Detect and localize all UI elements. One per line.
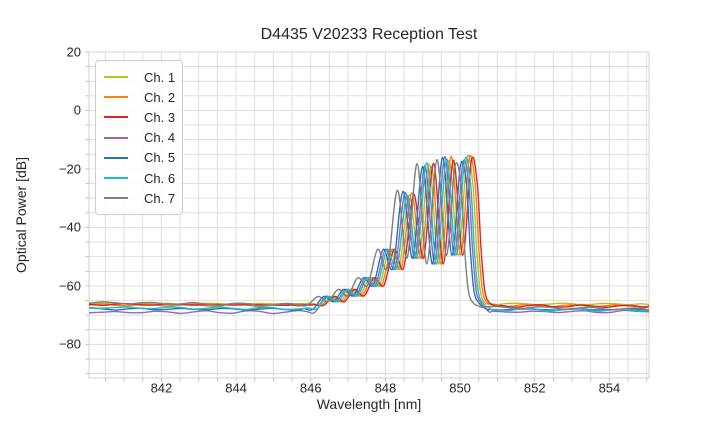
legend-item: Ch. 6 — [104, 168, 182, 188]
x-tick-label: 848 — [374, 380, 397, 396]
legend-line-swatch — [104, 197, 128, 200]
legend-label: Ch. 5 — [144, 150, 176, 166]
x-tick-label: 844 — [225, 380, 247, 396]
legend-line-swatch — [104, 156, 128, 159]
x-tick-label: 846 — [299, 380, 322, 396]
legend-line-swatch — [104, 76, 128, 79]
legend-item: Ch. 1 — [104, 67, 182, 87]
tick-marks — [85, 51, 648, 382]
legend-item: Ch. 7 — [104, 188, 182, 208]
y-tick-label: −80 — [58, 336, 81, 352]
x-tick-label: 850 — [449, 380, 471, 396]
series-group — [89, 154, 649, 315]
series-line-ch-7 — [89, 158, 649, 312]
x-axis-label: Wavelength [nm] — [316, 396, 422, 412]
legend-line-swatch — [104, 136, 128, 139]
y-tick-label: −20 — [58, 161, 81, 177]
legend-label: Ch. 7 — [144, 190, 176, 206]
chart-title: D4435 V20233 Reception Test — [260, 26, 478, 43]
series-line-ch-6 — [89, 156, 649, 312]
legend-item: Ch. 5 — [104, 148, 182, 168]
legend-item: Ch. 4 — [104, 128, 182, 148]
legend-label: Ch. 6 — [144, 170, 176, 186]
legend-line-swatch — [104, 177, 128, 180]
legend-label: Ch. 1 — [144, 69, 176, 85]
legend-item: Ch. 3 — [104, 107, 182, 127]
legend-label: Ch. 3 — [144, 109, 176, 125]
y-tick-label: 20 — [66, 44, 81, 60]
x-tick-label: 854 — [598, 380, 621, 396]
y-axis-label: Optical Power [dB] — [13, 157, 29, 273]
y-tick-label: −40 — [58, 219, 81, 235]
legend-label: Ch. 4 — [144, 130, 176, 146]
legend: Ch. 1 Ch. 2 Ch. 3 Ch. 4 Ch. 5 Ch. 6 Ch. 7 — [95, 60, 183, 216]
x-tick-label: 852 — [523, 380, 546, 396]
legend-line-swatch — [104, 96, 128, 99]
y-tick-label: 0 — [73, 102, 81, 118]
series-line-ch-2 — [89, 155, 649, 308]
y-tick-label: −60 — [58, 278, 81, 294]
x-tick-label: 842 — [150, 380, 173, 396]
legend-label: Ch. 2 — [144, 89, 176, 105]
grid — [89, 51, 649, 378]
legend-item: Ch. 2 — [104, 87, 182, 107]
legend-line-swatch — [104, 116, 128, 119]
series-line-ch-4 — [89, 155, 649, 315]
axes-spines — [88, 51, 650, 379]
